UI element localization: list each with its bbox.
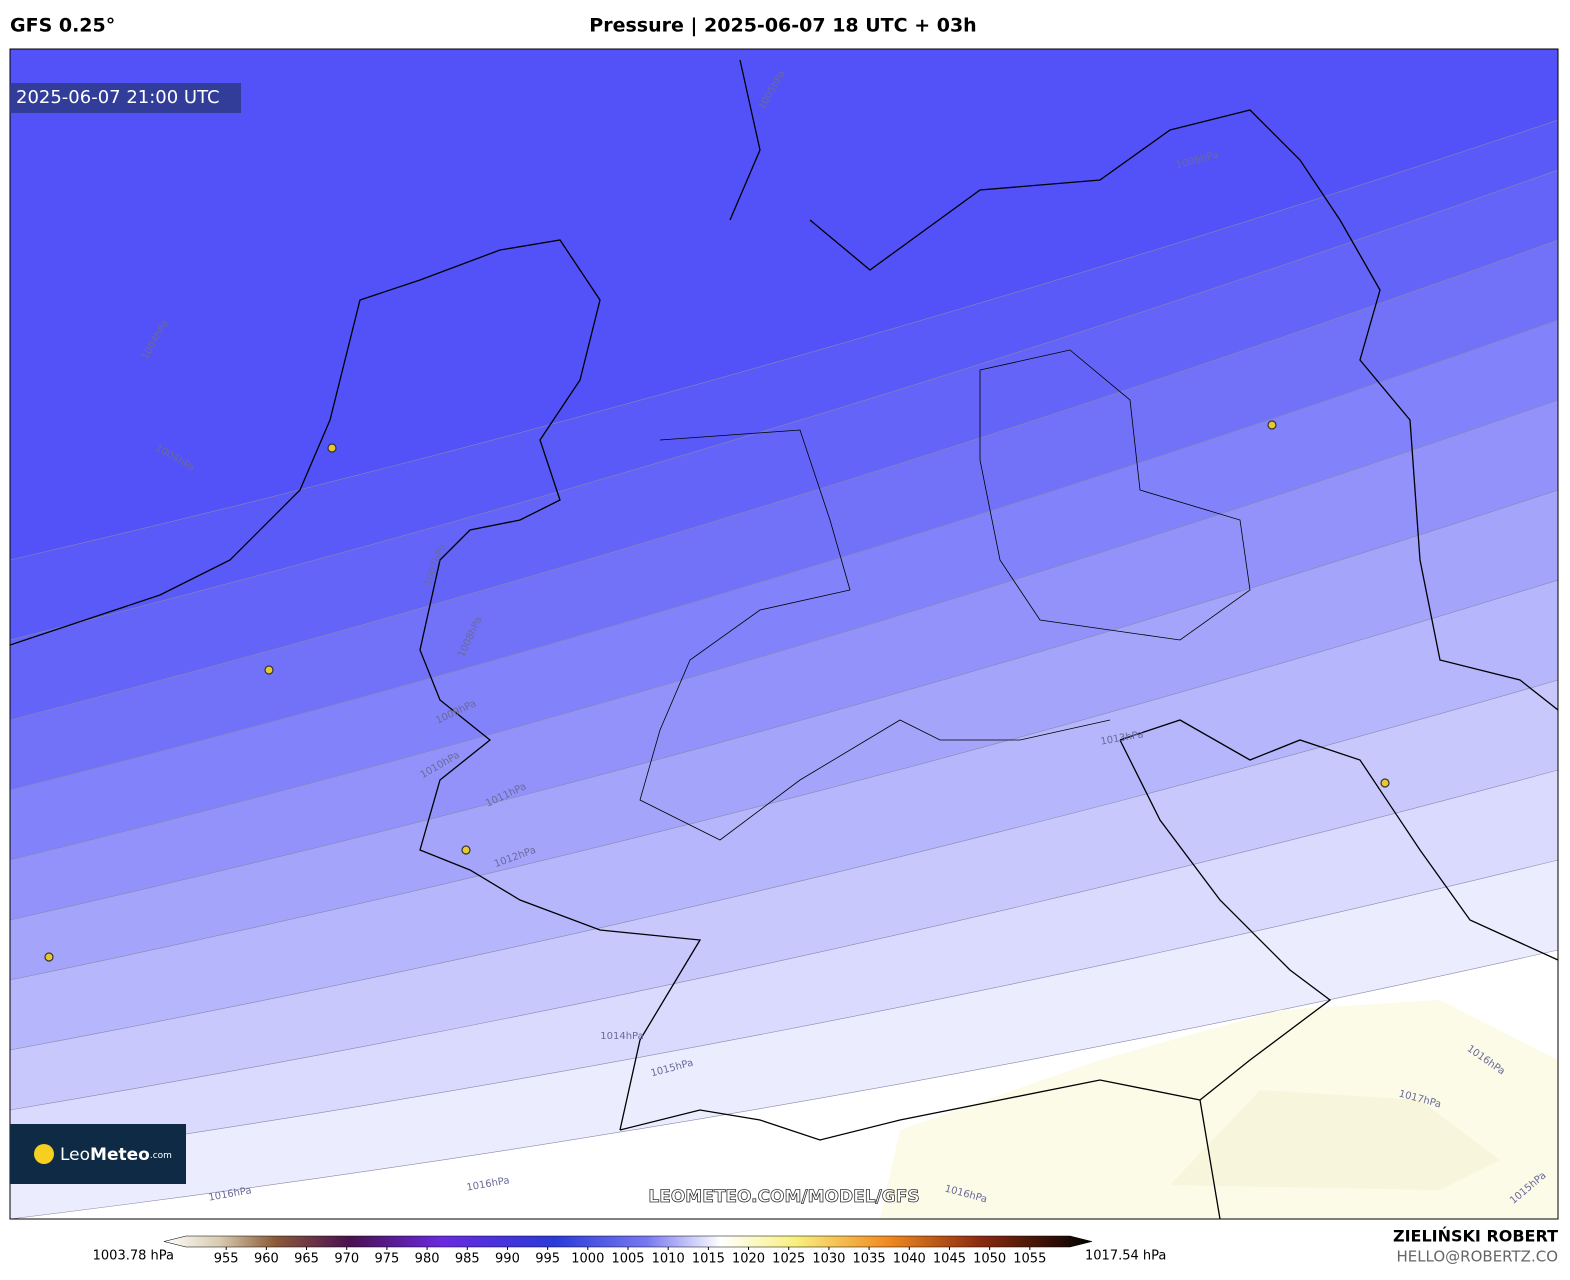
colorbar (163, 1235, 1093, 1248)
isobar (10, 119, 1558, 561)
isobar (10, 319, 1558, 791)
logo-sun (34, 1144, 54, 1164)
author: ZIELIŃSKI ROBERT (1393, 1227, 1558, 1246)
city-dot (44, 952, 54, 962)
colorbar-tick-label: 1050 (973, 1252, 1006, 1267)
colorbar-tick-label: 1030 (812, 1252, 845, 1267)
map-frame (9, 48, 1559, 1220)
cities (44, 420, 1390, 962)
isobar (10, 769, 1558, 1111)
isobar (10, 579, 1558, 981)
isobar (10, 239, 1558, 721)
colorbar-tick-label: 965 (294, 1252, 319, 1267)
valid-time: 2025-06-07 21:00 UTC (16, 87, 220, 108)
colorbar-min: 1003.78 hPa (93, 1249, 174, 1264)
watermark: LEOMETEO.COM/MODEL/GFS (648, 1187, 919, 1207)
coast-border (10, 239, 702, 1131)
isobar (10, 949, 1558, 1219)
colorbar-tick-label: 985 (455, 1252, 480, 1267)
pressure-band (1170, 1090, 1500, 1190)
logo-suffix: .com (150, 1151, 172, 1161)
colorbar-tick-label: 1015 (692, 1252, 725, 1267)
north-border (729, 59, 1558, 711)
colorbar-max: 1017.54 hPa (1085, 1249, 1166, 1264)
colorbar-tick-label: 960 (254, 1252, 279, 1267)
colorbar-tick-label: 990 (495, 1252, 520, 1267)
email: HELLO@ROBERTZ.CO (1396, 1248, 1558, 1266)
colorbar-tick-label: 970 (334, 1252, 359, 1267)
colorbar-tick-label: 1000 (571, 1252, 604, 1267)
colorbar-tick-label: 1040 (893, 1252, 926, 1267)
isobar (10, 859, 1558, 1161)
colorbar-tick-label: 1005 (611, 1252, 644, 1267)
borders (10, 59, 1558, 1219)
colorbar-tick-label: 1020 (732, 1252, 765, 1267)
city-dot (327, 443, 337, 453)
time-box (10, 83, 241, 113)
colorbar-tick-label: 975 (374, 1252, 399, 1267)
logo: LeoMeteo.com (60, 1145, 172, 1165)
colorbar-tick-label: 1055 (1013, 1252, 1046, 1267)
colorbar-tick-label: 1035 (853, 1252, 886, 1267)
model-name: GFS 0.25° (10, 15, 115, 37)
colorbar-tick-label: 1045 (933, 1252, 966, 1267)
isobar (10, 169, 1558, 641)
colorbar-tick-label: 995 (535, 1252, 560, 1267)
city-dot (461, 845, 471, 855)
city-dot (1380, 778, 1390, 788)
region-borders (639, 349, 1251, 841)
colorbar-tick-label: 980 (415, 1252, 440, 1267)
isobar-label: 1014hPa (600, 1031, 644, 1042)
logo-brand-bold: Meteo (90, 1145, 150, 1165)
colorbar-tick-label: 955 (214, 1252, 239, 1267)
east-border (1119, 719, 1558, 1219)
map (10, 49, 1558, 1219)
colorbar-tick-label: 1010 (652, 1252, 685, 1267)
alps-border (619, 1079, 1201, 1141)
isobar (10, 679, 1558, 1051)
logo-brand: Leo (60, 1145, 90, 1165)
isobar (10, 489, 1558, 921)
city-dot (1267, 420, 1277, 430)
city-dot (264, 665, 274, 675)
colorbar-tick-label: 1025 (772, 1252, 805, 1267)
isobar (10, 399, 1558, 861)
title: Pressure | 2025-06-07 18 UTC + 03h (589, 15, 976, 37)
